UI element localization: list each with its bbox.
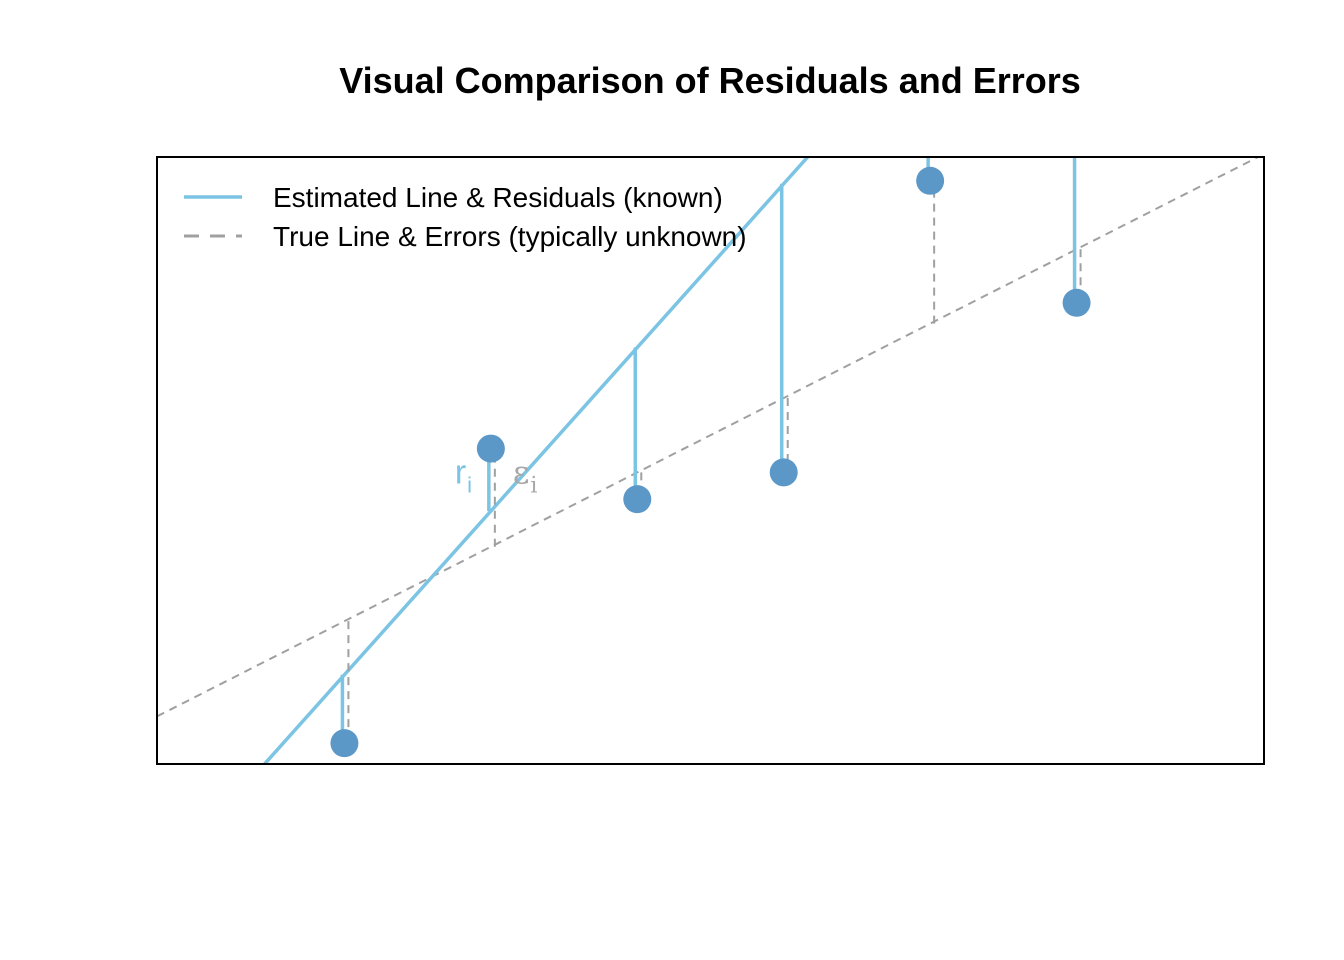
plot-area [157,157,1261,764]
legend-label: Estimated Line & Residuals (known) [273,182,723,213]
data-point [623,485,652,514]
annotations: ri εi [455,454,538,499]
data-point [476,434,505,463]
error-label: εi [513,454,538,499]
data-point [769,458,798,487]
true-line [157,157,1261,718]
data-point [916,166,945,195]
data-point [330,729,359,758]
legend: Estimated Line & Residuals (known) True L… [184,182,747,252]
data-point [1062,288,1091,317]
chart-title: Visual Comparison of Residuals and Error… [339,60,1081,101]
residual-label: ri [455,454,472,498]
plot-frame [156,156,1265,765]
legend-label: True Line & Errors (typically unknown) [273,221,747,252]
estimated-line [262,157,811,764]
